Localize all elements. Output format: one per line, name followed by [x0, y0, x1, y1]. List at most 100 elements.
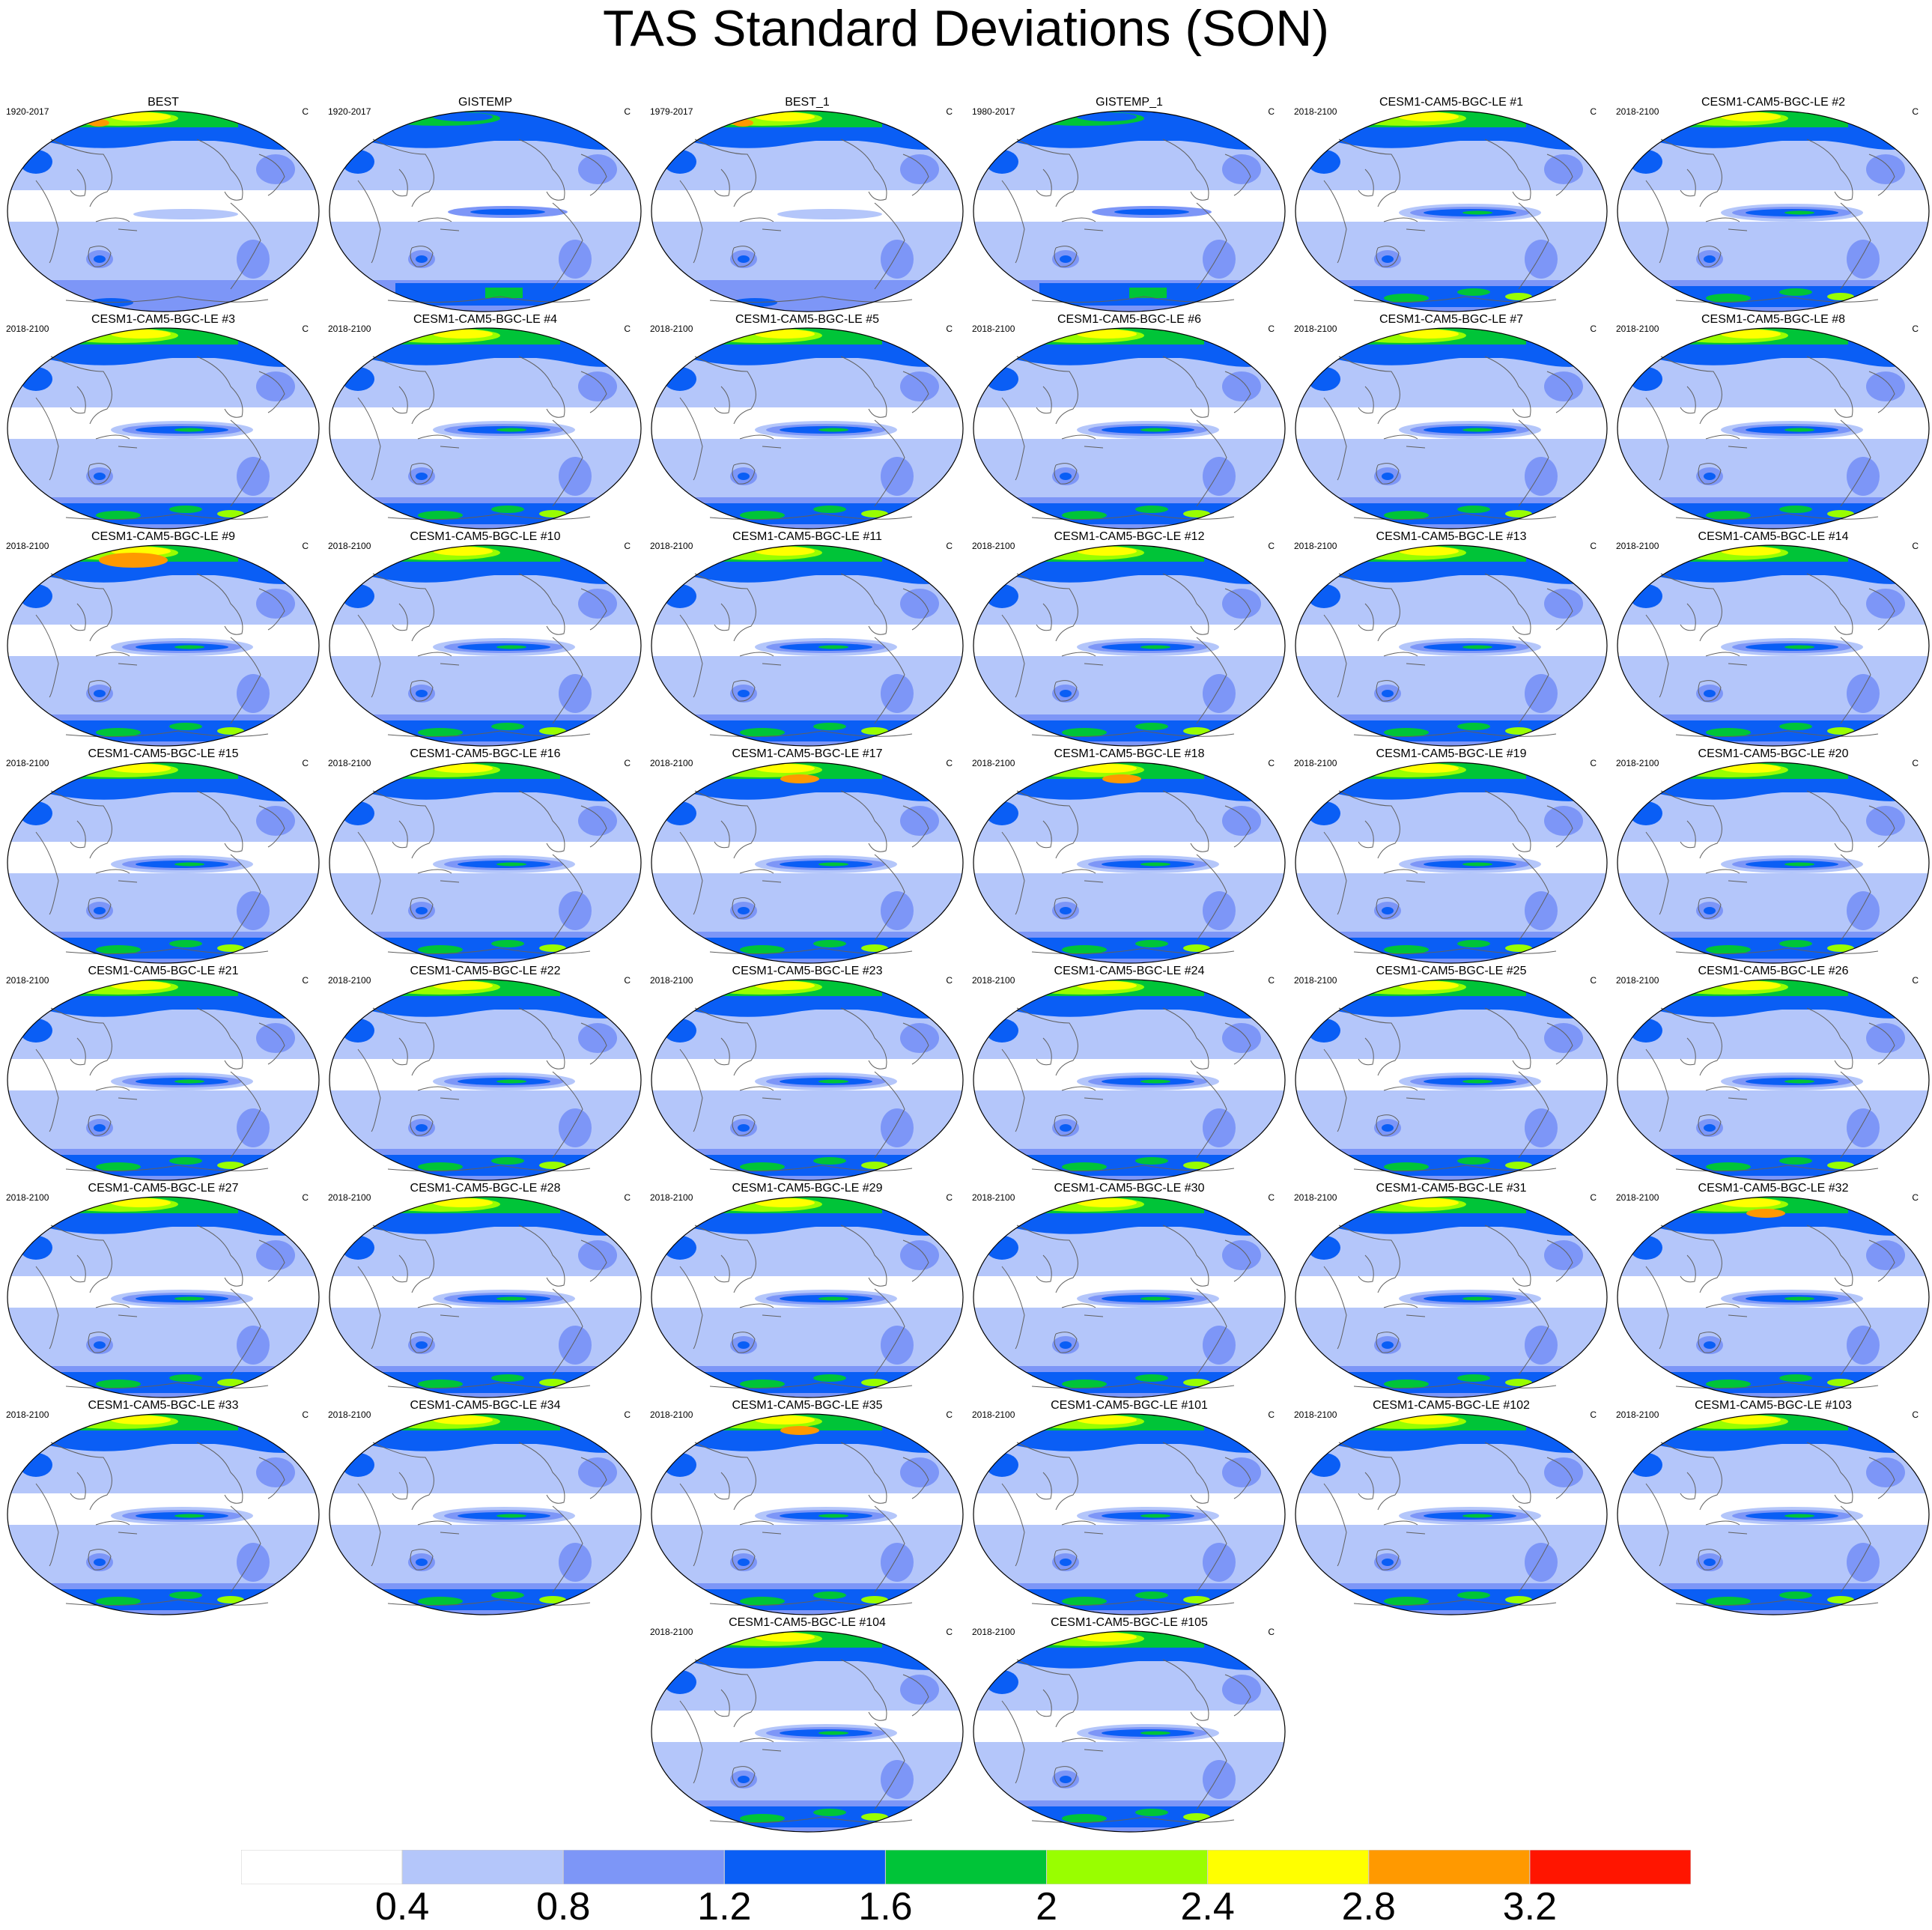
- panel-units: C: [1590, 106, 1597, 117]
- panel-title: CESM1-CAM5-BGC-LE #12: [1054, 530, 1205, 543]
- map-panel: CESM1-CAM5-BGC-LE #16 2018-2100 C: [328, 747, 643, 965]
- map-panel: CESM1-CAM5-BGC-LE #5 2018-2100 C: [650, 313, 965, 530]
- panel-period: 2018-2100: [1294, 541, 1337, 551]
- map-27: [973, 979, 1286, 1181]
- panel-title: CESM1-CAM5-BGC-LE #24: [1054, 965, 1205, 977]
- map-6: [7, 327, 320, 529]
- map-panel: CESM1-CAM5-BGC-LE #24 2018-2100 C: [972, 965, 1287, 1182]
- panel-period: 2018-2100: [328, 1192, 371, 1203]
- panel-title: CESM1-CAM5-BGC-LE #3: [91, 313, 236, 326]
- panel-units: C: [1912, 1409, 1919, 1420]
- panel-title: CESM1-CAM5-BGC-LE #28: [410, 1182, 561, 1195]
- colorbar-swatch: [884, 1850, 1048, 1884]
- panel-period: 2018-2100: [1616, 324, 1659, 334]
- map-panel: CESM1-CAM5-BGC-LE #102 2018-2100 C: [1294, 1399, 1609, 1616]
- map-2: [651, 110, 964, 312]
- panel-title: CESM1-CAM5-BGC-LE #20: [1698, 747, 1849, 760]
- panel-title: CESM1-CAM5-BGC-LE #6: [1057, 313, 1202, 326]
- map-panel: CESM1-CAM5-BGC-LE #7 2018-2100 C: [1294, 313, 1609, 530]
- map-panel: CESM1-CAM5-BGC-LE #8 2018-2100 C: [1616, 313, 1931, 530]
- panel-units: C: [302, 975, 309, 986]
- panel-period: 1980-2017: [972, 106, 1015, 117]
- map-panel: BEST_1 1979-2017 C: [650, 96, 965, 313]
- panel-units: C: [1912, 1192, 1919, 1203]
- panel-period: 2018-2100: [6, 758, 49, 768]
- map-panel: GISTEMP_1 1980-2017 C: [972, 96, 1287, 313]
- panel-units: C: [1268, 1627, 1275, 1637]
- colorbar-swatch: [723, 1850, 886, 1884]
- panel-period: 2018-2100: [1616, 1192, 1659, 1203]
- panel-title: CESM1-CAM5-BGC-LE #32: [1698, 1182, 1849, 1195]
- map-panel: CESM1-CAM5-BGC-LE #34 2018-2100 C: [328, 1399, 643, 1616]
- map-29: [1617, 979, 1930, 1181]
- map-panel: GISTEMP 1920-2017 C: [328, 96, 643, 313]
- panel-units: C: [1590, 324, 1597, 334]
- map-5: [1617, 110, 1930, 312]
- panel-title: CESM1-CAM5-BGC-LE #26: [1698, 965, 1849, 977]
- colorbar-swatch: [1046, 1850, 1209, 1884]
- map-14: [651, 544, 964, 747]
- map-25: [329, 979, 642, 1181]
- panel-period: 2018-2100: [650, 1192, 693, 1203]
- map-panel: CESM1-CAM5-BGC-LE #28 2018-2100 C: [328, 1182, 643, 1399]
- panel-period: 2018-2100: [1616, 541, 1659, 551]
- map-panel: CESM1-CAM5-BGC-LE #21 2018-2100 C: [6, 965, 321, 1182]
- panel-units: C: [1590, 975, 1597, 986]
- map-1: [329, 110, 642, 312]
- map-panel: CESM1-CAM5-BGC-LE #4 2018-2100 C: [328, 313, 643, 530]
- panel-units: C: [1590, 541, 1597, 551]
- panel-units: C: [624, 975, 631, 986]
- panel-title: CESM1-CAM5-BGC-LE #4: [413, 313, 558, 326]
- panel-title: CESM1-CAM5-BGC-LE #7: [1379, 313, 1524, 326]
- panel-title: CESM1-CAM5-BGC-LE #35: [732, 1399, 883, 1412]
- panel-period: 2018-2100: [1294, 1192, 1337, 1203]
- panel-units: C: [1912, 324, 1919, 334]
- map-15: [973, 544, 1286, 747]
- panel-title: CESM1-CAM5-BGC-LE #5: [735, 313, 880, 326]
- panel-units: C: [946, 975, 953, 986]
- panel-units: C: [1912, 758, 1919, 768]
- panel-period: 2018-2100: [650, 1409, 693, 1420]
- panel-period: 2018-2100: [650, 541, 693, 551]
- panel-units: C: [302, 1409, 309, 1420]
- panel-title: CESM1-CAM5-BGC-LE #14: [1698, 530, 1849, 543]
- map-panel: CESM1-CAM5-BGC-LE #14 2018-2100 C: [1616, 530, 1931, 747]
- panel-period: 1920-2017: [328, 106, 371, 117]
- colorbar-swatch: [562, 1850, 725, 1884]
- panel-title: CESM1-CAM5-BGC-LE #9: [91, 530, 236, 543]
- map-panel: CESM1-CAM5-BGC-LE #32 2018-2100 C: [1616, 1182, 1931, 1399]
- panel-units: C: [1268, 1192, 1275, 1203]
- map-8: [651, 327, 964, 529]
- map-panel: CESM1-CAM5-BGC-LE #104 2018-2100 C: [650, 1616, 965, 1833]
- panel-units: C: [1590, 1409, 1597, 1420]
- map-panel: CESM1-CAM5-BGC-LE #35 2018-2100 C: [650, 1399, 965, 1616]
- panel-period: 1920-2017: [6, 106, 49, 117]
- map-18: [7, 762, 320, 964]
- panel-title: CESM1-CAM5-BGC-LE #33: [88, 1399, 239, 1412]
- colorbar-swatch: [1529, 1850, 1691, 1884]
- panel-units: C: [1912, 975, 1919, 986]
- map-17: [1617, 544, 1930, 747]
- map-panel: CESM1-CAM5-BGC-LE #1 2018-2100 C: [1294, 96, 1609, 313]
- map-panel: CESM1-CAM5-BGC-LE #12 2018-2100 C: [972, 530, 1287, 747]
- panel-period: 1979-2017: [650, 106, 693, 117]
- map-panel: CESM1-CAM5-BGC-LE #20 2018-2100 C: [1616, 747, 1931, 965]
- panel-units: C: [946, 541, 953, 551]
- panel-units: C: [302, 324, 309, 334]
- colorbar-swatch: [1368, 1850, 1531, 1884]
- map-panel: CESM1-CAM5-BGC-LE #6 2018-2100 C: [972, 313, 1287, 530]
- panel-title: CESM1-CAM5-BGC-LE #16: [410, 747, 561, 760]
- panel-units: C: [946, 758, 953, 768]
- panel-units: C: [624, 324, 631, 334]
- map-19: [329, 762, 642, 964]
- map-21: [973, 762, 1286, 964]
- map-13: [329, 544, 642, 747]
- map-panel: CESM1-CAM5-BGC-LE #17 2018-2100 C: [650, 747, 965, 965]
- panel-title: CESM1-CAM5-BGC-LE #34: [410, 1399, 561, 1412]
- map-10: [1295, 327, 1608, 529]
- panel-period: 2018-2100: [972, 975, 1015, 986]
- map-31: [329, 1196, 642, 1398]
- colorbar-swatches: [241, 1850, 1691, 1884]
- map-43: [973, 1630, 1286, 1833]
- map-panel: CESM1-CAM5-BGC-LE #29 2018-2100 C: [650, 1182, 965, 1399]
